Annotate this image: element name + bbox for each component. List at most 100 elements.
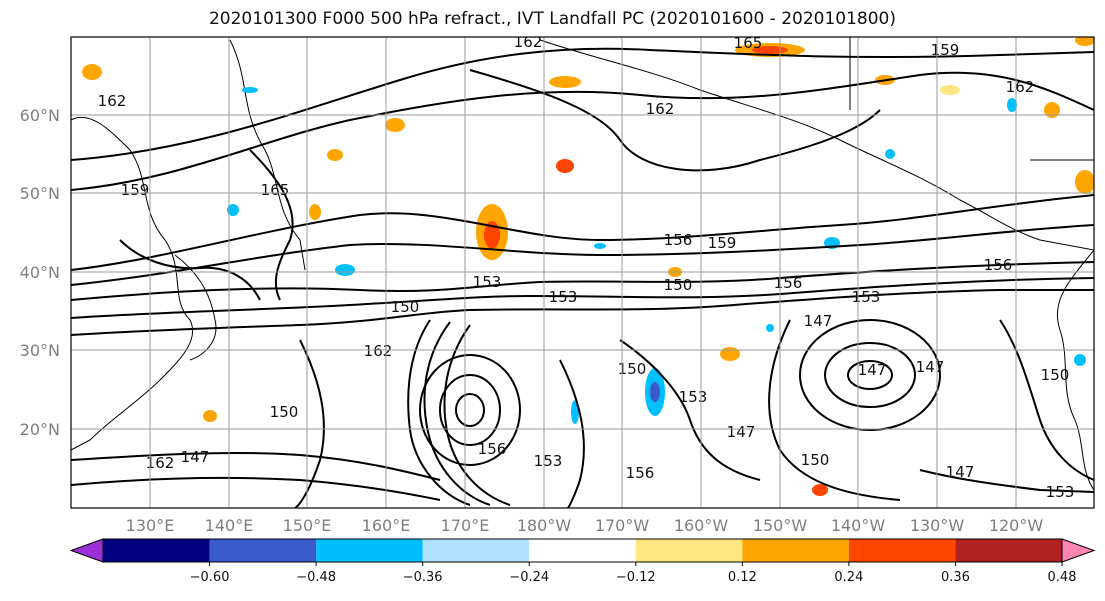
longitude-label: 160°W xyxy=(674,516,729,535)
contour-line xyxy=(71,224,1094,286)
contour-label: 162 xyxy=(646,100,675,118)
latitude-label: 40°N xyxy=(20,263,60,282)
colorbar-swatch xyxy=(955,539,1062,562)
contour-label: 162 xyxy=(1006,78,1035,96)
colorbar-tick-label: −0.12 xyxy=(616,570,656,585)
contour-label: 153 xyxy=(679,388,708,406)
contour-label: 156 xyxy=(774,274,803,292)
contour-label: 165 xyxy=(261,181,290,199)
negative-anomaly xyxy=(1074,354,1086,366)
latitude-label: 30°N xyxy=(20,341,60,360)
colorbar: −0.60 −0.48 −0.36 −0.24 −0.12 0.12 0.24 0.36 0.4… xyxy=(69,538,1096,585)
contour-lines xyxy=(71,47,1094,508)
colorbar-swatch xyxy=(422,539,530,562)
map-title: 2020101300 F000 500 hPa refract., IVT La… xyxy=(208,9,896,29)
longitude-label: 170°E xyxy=(441,516,490,535)
contour-line xyxy=(439,374,501,446)
negative-anomaly xyxy=(335,264,355,276)
coastline-kamchatka xyxy=(229,39,306,271)
contour-line xyxy=(847,360,893,390)
contour-label: 153 xyxy=(549,288,578,306)
longitude-label: 180°W xyxy=(517,516,572,535)
longitude-label: 150°E xyxy=(283,516,332,535)
contour-line xyxy=(559,359,585,508)
contour-label: 159 xyxy=(708,234,737,252)
positive-anomaly xyxy=(1075,170,1094,194)
positive-anomaly xyxy=(549,76,581,88)
contour-line xyxy=(71,277,1094,319)
contour-label: 153 xyxy=(1046,483,1075,501)
contour-label: 150 xyxy=(618,360,647,378)
contour-line xyxy=(71,47,1094,161)
colorbar-swatch xyxy=(209,539,317,562)
positive-anomaly xyxy=(309,204,321,220)
positive-anomaly xyxy=(812,484,828,496)
contour-line xyxy=(469,69,881,172)
contour-line xyxy=(119,239,261,301)
contour-labels: 162 162 165 159 162 162 165 159 156 159 156 153 150 1… xyxy=(98,37,1075,501)
colorbar-tick-label: −0.24 xyxy=(509,570,549,585)
contour-label: 156 xyxy=(984,256,1013,274)
colorbar-tick-label: 0.12 xyxy=(728,570,757,585)
longitude-label: 130°E xyxy=(126,516,175,535)
longitude-label: 150°W xyxy=(753,516,808,535)
colorbar-swatch xyxy=(635,539,743,562)
colorbar-swatch xyxy=(848,539,956,562)
colorbar-swatch xyxy=(742,539,849,562)
contour-label: 153 xyxy=(852,288,881,306)
coastline-north-america xyxy=(1056,249,1094,491)
contour-line xyxy=(71,261,1094,301)
positive-anomaly xyxy=(752,46,788,54)
negative-anomaly xyxy=(227,204,239,216)
latitude-label: 50°N xyxy=(20,184,60,203)
border-canada xyxy=(849,37,1094,161)
contour-line xyxy=(999,319,1094,481)
contour-label: 156 xyxy=(626,464,655,482)
contour-line xyxy=(919,469,1094,493)
contour-label: 150 xyxy=(664,276,693,294)
latitude-label: 20°N xyxy=(20,420,60,439)
contour-line xyxy=(824,342,916,408)
longitude-labels: 130°E 140°E 150°E 160°E 170°E 180°W 170°W 160°W… xyxy=(126,516,1044,535)
contour-label: 147 xyxy=(916,358,945,376)
longitude-label: 140°W xyxy=(831,516,886,535)
contour-label: 150 xyxy=(391,298,420,316)
contour-label: 147 xyxy=(727,423,756,441)
negative-anomaly xyxy=(766,324,774,332)
colorbar-tick-label: 0.24 xyxy=(834,570,863,585)
positive-anomaly xyxy=(556,159,574,173)
contour-label: 147 xyxy=(946,463,975,481)
contour-label: 162 xyxy=(98,92,127,110)
colorbar-swatch xyxy=(103,539,210,562)
positive-anomaly xyxy=(82,64,102,80)
positive-anomaly xyxy=(484,221,500,249)
contour-line xyxy=(71,194,1094,271)
negative-anomaly xyxy=(594,243,606,249)
longitude-label: 140°E xyxy=(205,516,254,535)
contour-line xyxy=(71,289,1094,336)
contour-label: 153 xyxy=(473,273,502,291)
contour-line xyxy=(71,451,441,481)
contour-label: 150 xyxy=(270,403,299,421)
negative-anomaly xyxy=(885,149,895,159)
negative-anomaly xyxy=(1007,98,1017,112)
contour-line xyxy=(619,339,761,481)
contour-line xyxy=(249,149,294,301)
positive-anomaly xyxy=(203,410,217,422)
contour-line xyxy=(455,393,485,427)
positive-anomaly xyxy=(1075,37,1094,46)
colorbar-frame xyxy=(102,538,1063,563)
coastline-asia xyxy=(71,116,194,451)
map-panel: 162 162 165 159 162 162 165 159 156 159 156 153 150 1… xyxy=(70,36,1095,509)
contour-label: 156 xyxy=(478,440,507,458)
colorbar-swatch xyxy=(316,539,423,562)
contour-label: 153 xyxy=(534,452,563,470)
contour-label: 150 xyxy=(1041,366,1070,384)
contour-line xyxy=(419,354,521,466)
longitude-label: 120°W xyxy=(989,516,1044,535)
latitude-labels: 60°N 50°N 40°N 30°N 20°N xyxy=(20,106,60,439)
contour-label: 156 xyxy=(664,231,693,249)
colorbar-tick-label: −0.48 xyxy=(296,570,336,585)
longitude-label: 160°E xyxy=(362,516,411,535)
